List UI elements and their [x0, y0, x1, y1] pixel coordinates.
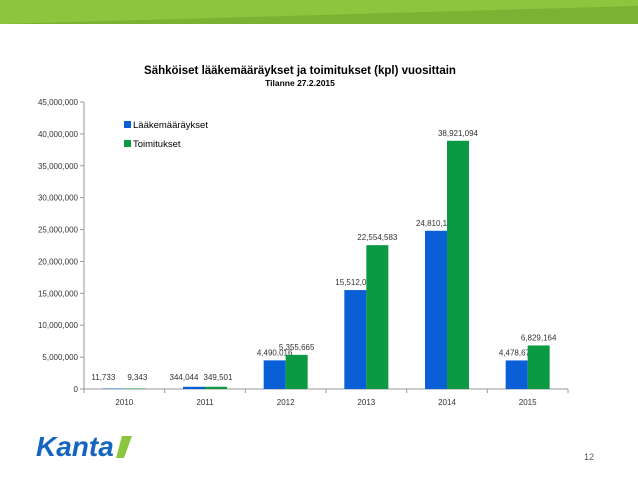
y-tick-label: 15,000,000: [38, 289, 79, 298]
chart-title: Sähköiset lääkemääräykset ja toimitukset…: [144, 65, 456, 77]
bar-laakemaaraykset-2014: [425, 230, 447, 389]
bar-toimitukset-2014: [447, 140, 469, 389]
data-label: 38,921,094: [438, 129, 479, 138]
legend-label: Lääkemääräykset: [133, 120, 208, 131]
bar-laakemaaraykset-2010: [102, 388, 125, 389]
legend-swatch: [124, 121, 131, 128]
data-label: 6,829,164: [521, 333, 557, 342]
logo-wordmark: Kanta: [36, 431, 114, 462]
bar-laakemaaraykset-2015: [505, 360, 528, 389]
data-label: 9,343: [127, 373, 148, 382]
data-label: 5,355,665: [279, 343, 315, 352]
bar-laakemaaraykset-2011: [183, 386, 205, 389]
x-tick-label: 2013: [357, 398, 375, 407]
bar-toimitukset-2012: [285, 354, 308, 389]
data-label: 4,478,676: [499, 348, 535, 357]
data-label: 15,512,051: [335, 278, 376, 287]
y-tick-label: 10,000,000: [38, 321, 79, 330]
y-tick-label: 40,000,000: [38, 130, 79, 139]
y-tick-label: 25,000,000: [38, 226, 79, 235]
bar-laakemaaraykset-2012: [263, 360, 286, 389]
x-tick-label: 2012: [277, 398, 295, 407]
bar-toimitukset-2010: [124, 388, 147, 389]
data-label: 24,810,168: [416, 219, 457, 228]
chart-subtitle: Tilanne 27.2.2015: [265, 78, 335, 88]
page-number: 12: [584, 452, 595, 462]
kanta-logo: Kanta: [36, 431, 132, 462]
y-tick-label: 0: [74, 385, 79, 394]
bar-laakemaaraykset-2013: [344, 290, 367, 389]
data-label: 344,044: [170, 373, 199, 382]
bar-toimitukset-2011: [205, 386, 227, 389]
top-banner: [0, 0, 638, 24]
y-tick-label: 5,000,000: [42, 353, 78, 362]
data-label: 349,501: [204, 373, 233, 382]
y-tick-label: 35,000,000: [38, 162, 79, 171]
bar-toimitukset-2015: [527, 345, 550, 389]
y-tick-label: 45,000,000: [38, 98, 79, 107]
x-tick-label: 2010: [115, 398, 133, 407]
legend-label: Toimitukset: [133, 139, 181, 150]
data-label: 4,490,016: [257, 348, 293, 357]
x-tick-label: 2014: [438, 398, 456, 407]
logo-accent-mark: [116, 436, 132, 458]
bar-toimitukset-2013: [366, 245, 389, 389]
legend-swatch: [124, 140, 131, 147]
y-tick-label: 30,000,000: [38, 194, 79, 203]
x-tick-label: 2011: [196, 398, 214, 407]
y-tick-label: 20,000,000: [38, 257, 79, 266]
data-label: 11,733: [91, 373, 115, 382]
data-label: 22,554,583: [357, 233, 398, 242]
x-tick-label: 2015: [519, 398, 537, 407]
